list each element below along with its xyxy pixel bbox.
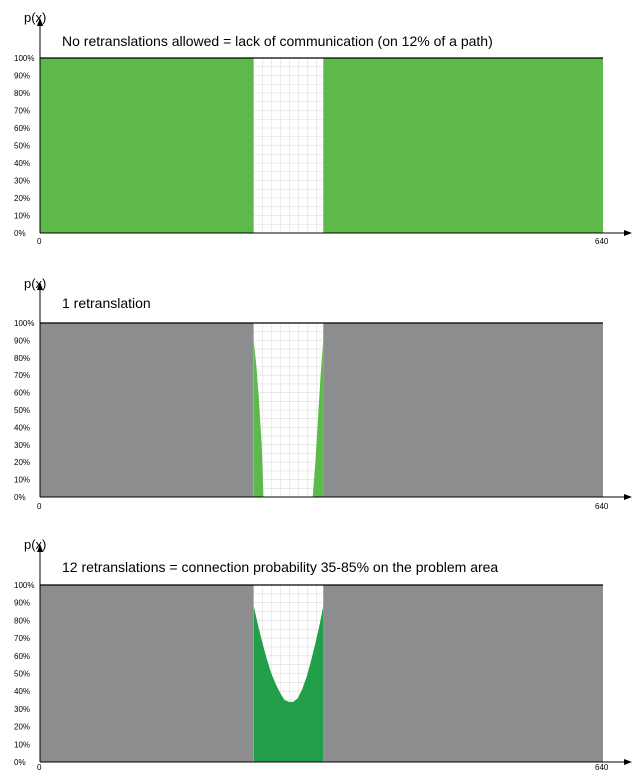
- y-tick-label: 10%: [14, 212, 30, 221]
- y-tick-label: 20%: [14, 458, 30, 467]
- y-tick-label: 10%: [14, 740, 30, 749]
- y-tick-label: 80%: [14, 354, 30, 363]
- y-tick-label: 40%: [14, 687, 30, 696]
- chart-panel-3: 0% 10% 20% 30% 40% 50% 60% 70% 80% 90% 100% 0 640 p(x…: [14, 537, 632, 771]
- y-tick-label: 30%: [14, 177, 30, 186]
- y-tick-label: 0%: [14, 758, 26, 767]
- chart-title: 1 retranslation: [62, 295, 151, 311]
- y-axis-arrow: [37, 282, 43, 290]
- y-tick-label: 40%: [14, 423, 30, 432]
- probability-area-left: [253, 340, 264, 497]
- y-tick-label: 20%: [14, 723, 30, 732]
- probability-area-right: [312, 340, 324, 497]
- y-axis-label: p(x): [24, 537, 46, 552]
- y-axis-label: p(x): [24, 10, 46, 25]
- y-tick-label: 100%: [14, 581, 34, 590]
- x-tick-label: 0: [37, 237, 42, 246]
- y-axis-label: p(x): [24, 276, 46, 291]
- y-tick-label: 70%: [14, 634, 30, 643]
- y-axis-arrow: [37, 544, 43, 552]
- y-tick-label: 0%: [14, 229, 26, 238]
- y-tick-label: 60%: [14, 652, 30, 661]
- y-axis-arrow: [37, 18, 43, 26]
- y-tick-label: 20%: [14, 194, 30, 203]
- x-axis-arrow: [624, 230, 632, 236]
- y-tick-label: 60%: [14, 124, 30, 133]
- y-tick-label: 60%: [14, 389, 30, 398]
- y-tick-label: 70%: [14, 107, 30, 116]
- y-tick-label: 70%: [14, 371, 30, 380]
- probability-area: [253, 606, 324, 762]
- y-tick-label: 30%: [14, 441, 30, 450]
- chart-panel-2: 0% 10% 20% 30% 40% 50% 60% 70% 80% 90% 100% 0 640 p(x…: [14, 276, 632, 511]
- gap-grid: [253, 322, 324, 498]
- x-axis-arrow: [624, 494, 632, 500]
- y-tick-label: 80%: [14, 616, 30, 625]
- x-axis-arrow: [624, 759, 632, 765]
- y-tick-label: 90%: [14, 336, 30, 345]
- x-tick-label: 0: [37, 502, 42, 511]
- y-tick-label: 50%: [14, 406, 30, 415]
- y-tick-label: 10%: [14, 476, 30, 485]
- y-tick-label: 100%: [14, 319, 34, 328]
- gap-grid: [253, 57, 324, 234]
- x-tick-label: 0: [37, 763, 42, 771]
- y-tick-label: 90%: [14, 72, 30, 81]
- y-tick-label: 0%: [14, 493, 26, 502]
- x-tick-label: 640: [595, 237, 609, 246]
- y-tick-label: 30%: [14, 705, 30, 714]
- x-tick-label: 640: [595, 763, 609, 771]
- x-tick-label: 640: [595, 502, 609, 511]
- y-tick-label: 50%: [14, 670, 30, 679]
- y-tick-label: 80%: [14, 89, 30, 98]
- y-tick-label: 40%: [14, 159, 30, 168]
- chart-panel-1: 0% 10% 20% 30% 40% 50% 60% 70% 80% 90% 100% 0 640 p(x…: [14, 10, 632, 246]
- y-tick-label: 50%: [14, 142, 30, 151]
- chart-title: No retranslations allowed = lack of comm…: [62, 33, 493, 49]
- y-tick-label: 100%: [14, 54, 34, 63]
- y-tick-label: 90%: [14, 599, 30, 608]
- chart-title: 12 retranslations = connection probabili…: [62, 559, 498, 575]
